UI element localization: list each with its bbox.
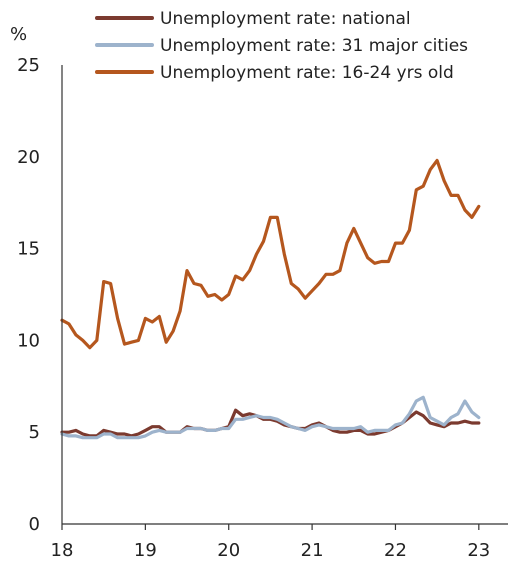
- x-tick-label: 19: [134, 540, 157, 561]
- x-tick-label: 22: [384, 540, 407, 561]
- x-tick-label: 18: [51, 540, 74, 561]
- legend-label: Unemployment rate: 31 major cities: [160, 36, 468, 56]
- legend-label: Unemployment rate: national: [160, 9, 411, 29]
- y-axis: 0 5 10 15 20 25: [17, 55, 40, 535]
- y-tick-label: 20: [17, 147, 40, 168]
- y-tick-label: 10: [17, 330, 40, 351]
- y-tick-label: 25: [17, 55, 40, 76]
- y-tick-label: 15: [17, 239, 40, 260]
- legend-label: Unemployment rate: 16-24 yrs old: [160, 63, 454, 83]
- series-line-1: [60, 408, 481, 438]
- x-axis: 18 19 20 21 22 23: [51, 524, 490, 561]
- y-tick-label: 5: [29, 422, 40, 443]
- y-axis-unit-label: %: [10, 24, 27, 45]
- x-tick-label: 21: [301, 540, 324, 561]
- series-layer: [60, 158, 481, 440]
- legend: Unemployment rate: national Unemployment …: [95, 9, 468, 83]
- y-tick-label: 0: [29, 514, 40, 535]
- series-line-3: [60, 158, 481, 350]
- x-tick-label: 23: [467, 540, 490, 561]
- x-tick-label: 20: [217, 540, 240, 561]
- series-line-2: [60, 395, 481, 440]
